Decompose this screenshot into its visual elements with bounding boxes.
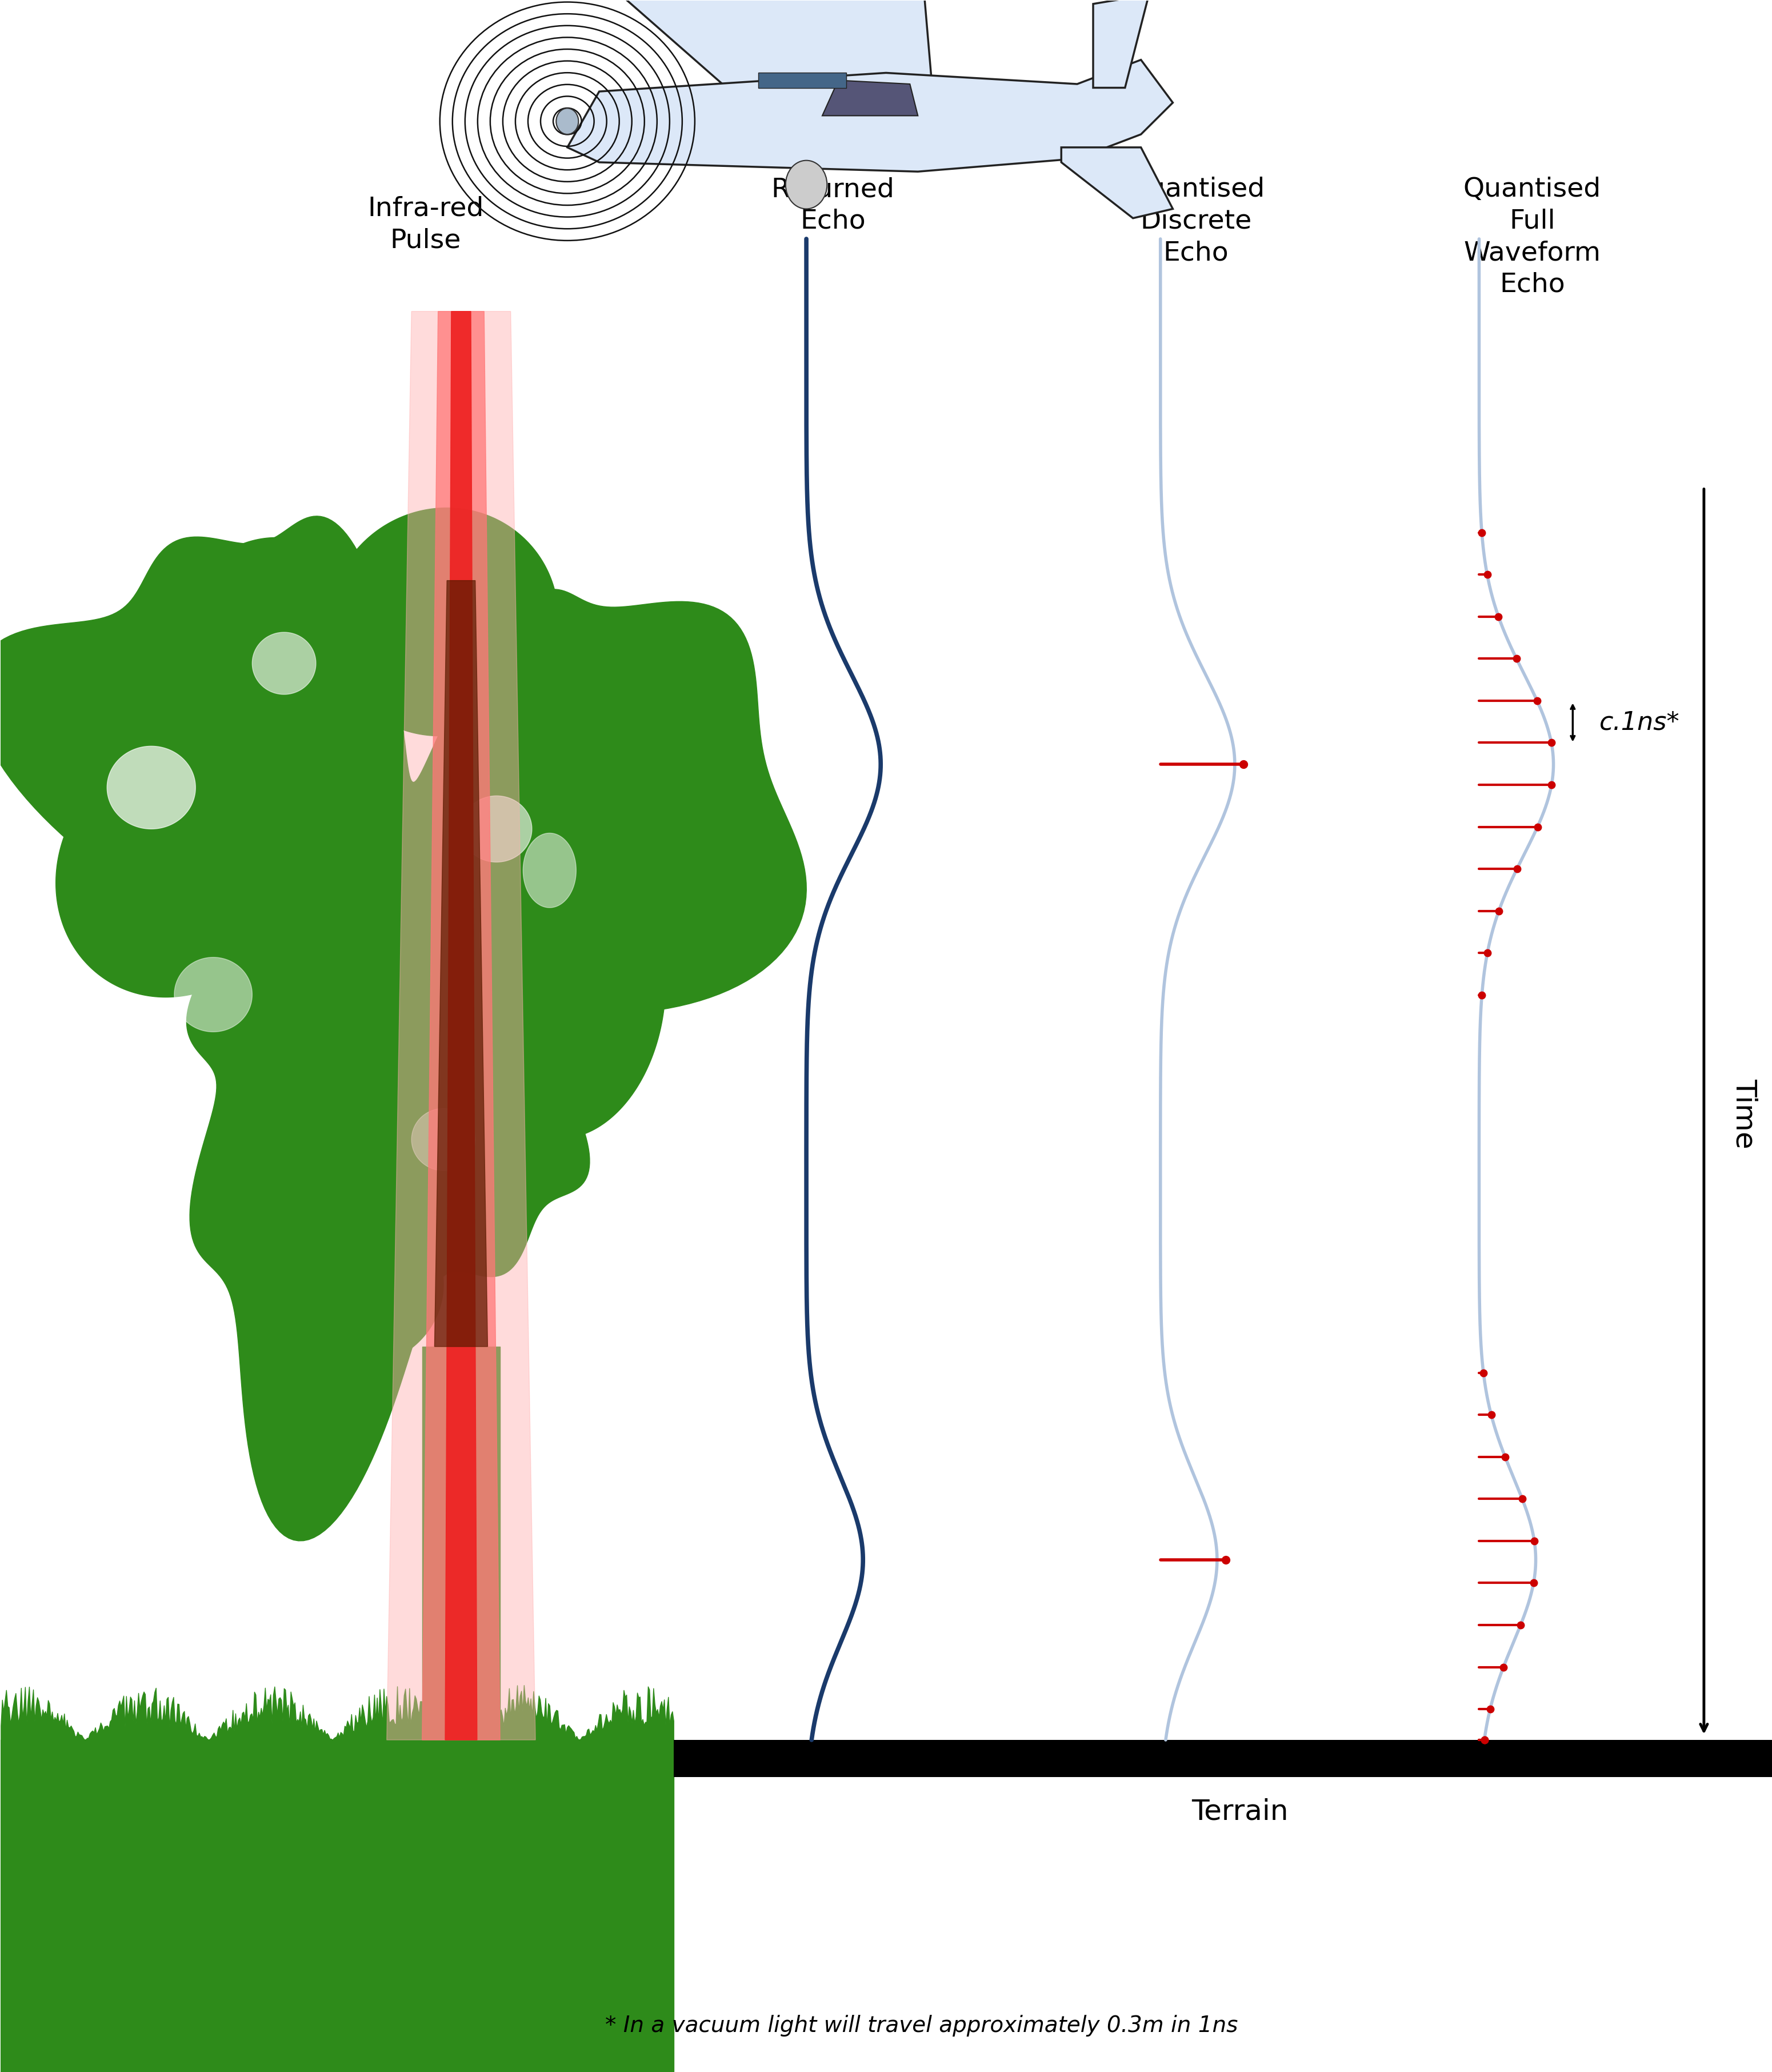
Polygon shape bbox=[179, 537, 354, 707]
Polygon shape bbox=[1061, 147, 1173, 218]
Text: Quantised
Discrete
Echo: Quantised Discrete Echo bbox=[1127, 176, 1265, 265]
Circle shape bbox=[785, 160, 828, 209]
Polygon shape bbox=[434, 580, 487, 1347]
Polygon shape bbox=[328, 508, 558, 736]
Polygon shape bbox=[567, 60, 1173, 172]
Polygon shape bbox=[523, 833, 576, 908]
Text: Quantised
Full
Waveform
Echo: Quantised Full Waveform Echo bbox=[1464, 176, 1602, 298]
Polygon shape bbox=[1093, 0, 1148, 87]
Polygon shape bbox=[758, 73, 847, 87]
Polygon shape bbox=[422, 311, 500, 1740]
Polygon shape bbox=[470, 850, 666, 1140]
Polygon shape bbox=[266, 1202, 443, 1368]
Polygon shape bbox=[445, 311, 477, 1740]
Polygon shape bbox=[535, 0, 934, 116]
Text: Time: Time bbox=[1731, 1080, 1758, 1148]
Polygon shape bbox=[822, 81, 918, 116]
Polygon shape bbox=[252, 632, 315, 694]
Text: * In a vacuum light will travel approximately 0.3m in 1ns: * In a vacuum light will travel approxim… bbox=[604, 2014, 1239, 2037]
Circle shape bbox=[556, 108, 578, 135]
Polygon shape bbox=[174, 957, 252, 1032]
Polygon shape bbox=[386, 311, 535, 1740]
Polygon shape bbox=[57, 744, 299, 997]
Polygon shape bbox=[411, 1109, 475, 1171]
Polygon shape bbox=[106, 746, 195, 829]
Polygon shape bbox=[461, 796, 532, 862]
Text: c.1ns*: c.1ns* bbox=[1600, 711, 1680, 736]
Polygon shape bbox=[0, 516, 806, 1542]
Text: Returned
Echo: Returned Echo bbox=[771, 176, 895, 234]
Text: Terrain: Terrain bbox=[1191, 1798, 1288, 1825]
Text: Infra-red
Pulse: Infra-red Pulse bbox=[367, 197, 484, 253]
